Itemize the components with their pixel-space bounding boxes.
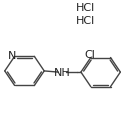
Text: Cl: Cl — [85, 50, 95, 60]
Text: N: N — [7, 51, 16, 61]
Text: NH: NH — [53, 68, 70, 77]
Text: HCl: HCl — [76, 3, 95, 13]
Text: HCl: HCl — [76, 16, 95, 26]
